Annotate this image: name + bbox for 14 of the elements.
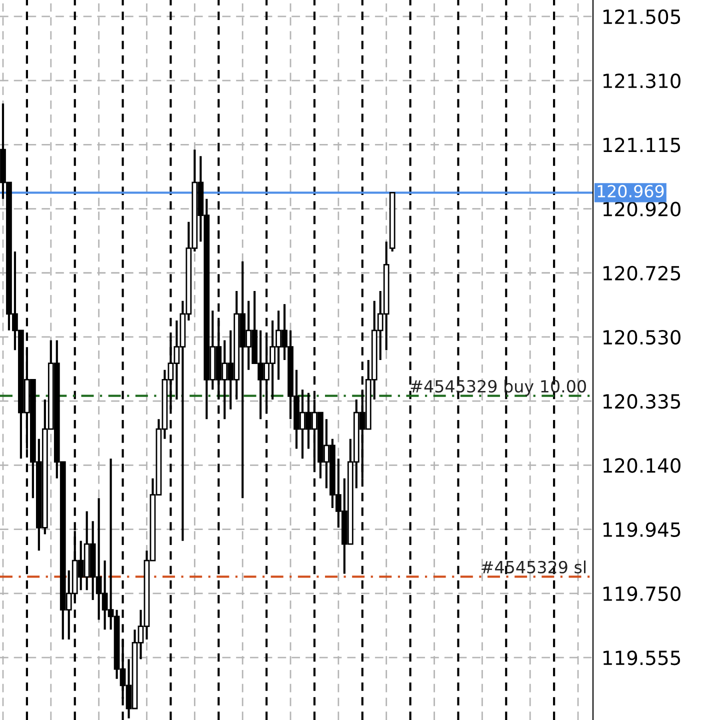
y-tick-label: 119.750 bbox=[603, 586, 680, 602]
y-tick-label: 120.920 bbox=[603, 202, 680, 216]
y-tick-label: 119.945 bbox=[603, 522, 680, 537]
y-tick-label: 120.335 bbox=[603, 394, 680, 409]
ref-line-label: #4545329 buy 10.00 bbox=[410, 380, 586, 396]
ref-line-label: 120.969 bbox=[598, 184, 664, 198]
y-tick-label: 120.530 bbox=[603, 330, 680, 345]
y-tick-label: 121.505 bbox=[603, 9, 680, 24]
y-tick-label: 119.555 bbox=[603, 650, 680, 666]
y-tick-label: 120.140 bbox=[603, 458, 680, 473]
y-tick-label: 120.725 bbox=[603, 266, 680, 281]
y-tick-label: 121.115 bbox=[603, 138, 680, 152]
y-tick-label: 121.310 bbox=[603, 74, 680, 88]
ref-line-label: #4545329 sl bbox=[482, 560, 586, 574]
